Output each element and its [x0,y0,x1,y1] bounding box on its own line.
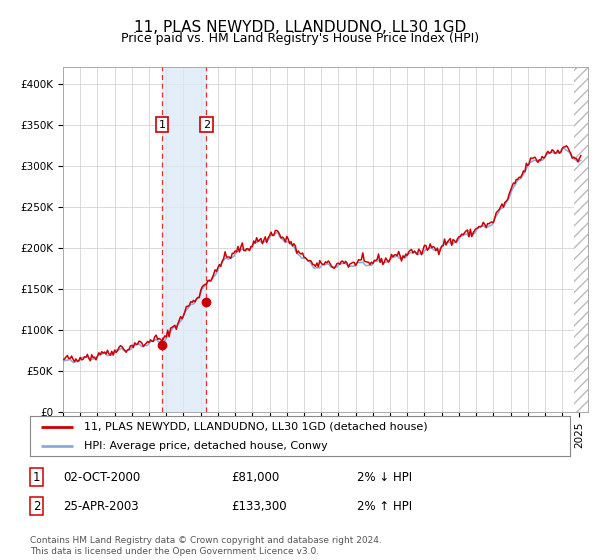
Text: 11, PLAS NEWYDD, LLANDUDNO, LL30 1GD: 11, PLAS NEWYDD, LLANDUDNO, LL30 1GD [134,20,466,35]
Text: Price paid vs. HM Land Registry's House Price Index (HPI): Price paid vs. HM Land Registry's House … [121,32,479,45]
Text: 02-OCT-2000: 02-OCT-2000 [63,470,140,484]
Text: 2: 2 [203,120,210,129]
Text: Contains HM Land Registry data © Crown copyright and database right 2024.
This d: Contains HM Land Registry data © Crown c… [30,536,382,556]
Text: 1: 1 [33,470,41,484]
Text: 25-APR-2003: 25-APR-2003 [63,500,139,513]
Bar [574,67,588,412]
Text: £81,000: £81,000 [231,470,279,484]
Bar [574,67,588,412]
Text: 2% ↑ HPI: 2% ↑ HPI [357,500,412,513]
Text: HPI: Average price, detached house, Conwy: HPI: Average price, detached house, Conw… [84,441,328,451]
Text: 2% ↓ HPI: 2% ↓ HPI [357,470,412,484]
Bar [162,67,206,412]
Text: 11, PLAS NEWYDD, LLANDUDNO, LL30 1GD (detached house): 11, PLAS NEWYDD, LLANDUDNO, LL30 1GD (de… [84,422,428,432]
Text: £133,300: £133,300 [231,500,287,513]
Text: 2: 2 [33,500,41,513]
Text: 1: 1 [158,120,166,129]
